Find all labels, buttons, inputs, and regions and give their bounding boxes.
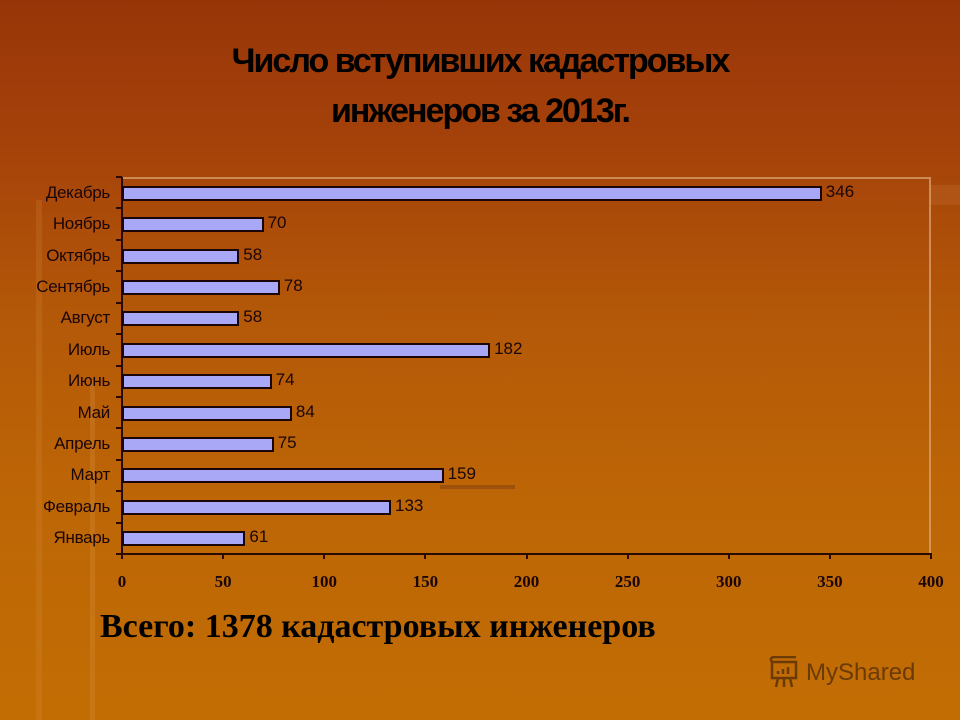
- y-axis-tick: [116, 553, 122, 555]
- plot-area: [122, 177, 931, 554]
- x-axis-tick: [828, 553, 831, 559]
- bar-value-label: 346: [825, 181, 855, 201]
- category-label: Ноябрь: [52, 214, 110, 234]
- category-label: Октябрь: [46, 245, 110, 265]
- bar-value-label: 133: [394, 495, 424, 515]
- x-axis-tick-label: 400: [918, 572, 944, 591]
- title-line-2: инженеров за 2013г.: [331, 92, 631, 130]
- category-label: Апрель: [54, 434, 110, 454]
- x-axis-tick: [424, 553, 427, 559]
- x-axis-tick: [727, 553, 730, 559]
- y-axis-tick: [116, 427, 122, 430]
- decorative-band: [930, 185, 960, 205]
- bar-value-label: 58: [243, 244, 263, 264]
- x-axis-tick-label: 50: [214, 572, 232, 591]
- x-axis-tick: [121, 553, 123, 559]
- bar: [122, 248, 240, 264]
- bar-value-label: 61: [249, 527, 269, 547]
- bar: [122, 499, 391, 515]
- y-axis-tick: [116, 301, 122, 304]
- y-axis-tick: [116, 521, 122, 524]
- bar-value-label: 78: [283, 275, 303, 295]
- category-label: Июнь: [67, 371, 110, 391]
- y-axis: [121, 177, 123, 555]
- x-axis-tick-label: 350: [817, 572, 843, 591]
- y-axis-tick: [116, 490, 122, 493]
- category-label: Июль: [67, 339, 110, 359]
- y-axis-tick: [116, 395, 122, 398]
- bar-value-label: 75: [277, 433, 297, 453]
- x-axis-tick: [525, 553, 528, 559]
- decorative-stripe: [90, 380, 95, 720]
- presentation-board-icon: [768, 656, 802, 690]
- x-axis-tick: [323, 553, 326, 559]
- bar: [122, 185, 822, 201]
- bar-value-label: 58: [243, 307, 263, 327]
- x-axis-tick: [930, 553, 932, 559]
- x-axis-tick-label: 150: [412, 572, 439, 591]
- bar-value-label: 74: [275, 370, 295, 390]
- bar: [122, 531, 246, 547]
- y-axis-tick: [116, 238, 122, 241]
- y-axis-tick: [116, 364, 122, 367]
- bar: [122, 217, 264, 233]
- decorative-stripe: [36, 200, 42, 720]
- category-label: Февраль: [43, 496, 110, 516]
- category-label: Январь: [53, 528, 111, 548]
- slide-title: Число вступивших кадастровых инженеров з…: [0, 36, 960, 136]
- bar-value-label: 159: [447, 464, 476, 484]
- watermark: MyShared: [768, 656, 915, 690]
- bar: [122, 311, 240, 327]
- x-axis-tick-label: 300: [716, 572, 742, 591]
- bar-value-label: 182: [494, 338, 523, 358]
- category-label: Март: [70, 465, 111, 485]
- y-axis-tick: [116, 176, 122, 178]
- y-axis-tick: [116, 270, 122, 273]
- watermark-text: MyShared: [806, 659, 916, 686]
- bar: [122, 405, 292, 421]
- category-label: Сентябрь: [36, 276, 110, 296]
- bar: [122, 468, 444, 484]
- category-label: Август: [60, 308, 111, 328]
- title-line-1: Число вступивших кадастровых: [231, 42, 731, 80]
- bar: [122, 437, 274, 453]
- x-axis-tick-label: 250: [614, 572, 641, 591]
- bar: [122, 342, 491, 358]
- bar-value-label: 84: [295, 401, 315, 421]
- y-axis-tick: [116, 458, 122, 461]
- category-label: Май: [77, 402, 111, 422]
- total-caption: Всего: 1378 кадастровых инженеров: [100, 608, 656, 645]
- x-axis-tick: [222, 553, 225, 559]
- y-axis-tick: [116, 333, 122, 336]
- bar: [122, 279, 280, 295]
- x-axis-tick-label: 100: [311, 572, 338, 591]
- bar: [122, 374, 272, 390]
- bar-value-label: 70: [267, 213, 287, 233]
- x-axis-tick: [626, 553, 629, 559]
- x-axis-tick-label: 200: [513, 572, 540, 591]
- decorative-line: [440, 485, 515, 489]
- category-label: Декабрь: [45, 182, 110, 202]
- y-axis-tick: [116, 207, 122, 210]
- x-axis-tick-label: 0: [117, 572, 127, 591]
